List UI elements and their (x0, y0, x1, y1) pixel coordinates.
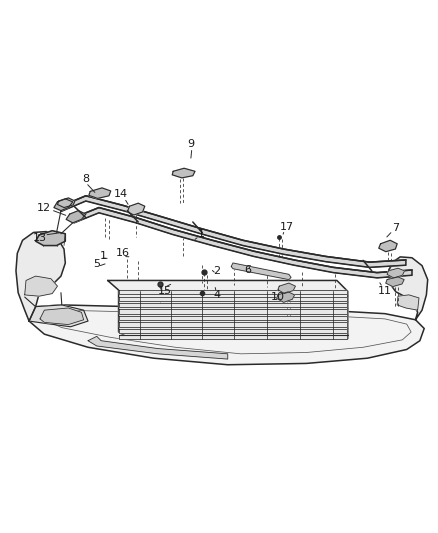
Polygon shape (29, 305, 424, 365)
Text: 10: 10 (271, 292, 285, 302)
Polygon shape (389, 257, 427, 320)
Polygon shape (119, 335, 347, 340)
Polygon shape (16, 231, 65, 321)
Text: 8: 8 (82, 174, 89, 184)
Polygon shape (119, 309, 347, 314)
Polygon shape (120, 290, 347, 294)
Polygon shape (66, 211, 86, 223)
Polygon shape (89, 188, 111, 198)
Text: 1: 1 (198, 229, 205, 239)
Text: 15: 15 (157, 286, 171, 295)
Text: 4: 4 (213, 290, 220, 300)
Polygon shape (277, 292, 294, 302)
Text: 2: 2 (213, 266, 220, 276)
Text: 13: 13 (33, 233, 47, 243)
Polygon shape (119, 329, 347, 333)
Polygon shape (88, 336, 228, 359)
Polygon shape (57, 198, 75, 207)
Polygon shape (108, 280, 348, 338)
Text: 12: 12 (37, 203, 51, 213)
Text: 11: 11 (378, 286, 392, 295)
Text: 5: 5 (93, 260, 100, 269)
Polygon shape (35, 231, 65, 246)
Polygon shape (172, 168, 195, 178)
Polygon shape (25, 276, 57, 296)
Polygon shape (40, 308, 84, 325)
Text: 16: 16 (116, 248, 130, 259)
Polygon shape (29, 305, 88, 327)
Polygon shape (379, 240, 397, 252)
Polygon shape (278, 283, 295, 294)
Text: 14: 14 (114, 189, 128, 199)
Polygon shape (119, 296, 347, 301)
Polygon shape (387, 268, 405, 278)
Polygon shape (127, 203, 145, 215)
Text: 9: 9 (187, 139, 194, 149)
Polygon shape (231, 263, 291, 280)
Polygon shape (119, 316, 347, 320)
Polygon shape (397, 295, 419, 310)
Polygon shape (61, 196, 406, 268)
Polygon shape (386, 277, 404, 287)
Text: 1: 1 (100, 251, 107, 261)
Text: 7: 7 (392, 223, 399, 233)
Text: 6: 6 (244, 265, 251, 275)
Polygon shape (119, 322, 347, 327)
Polygon shape (119, 303, 347, 308)
Polygon shape (74, 207, 412, 278)
Polygon shape (54, 199, 73, 211)
Text: 17: 17 (279, 222, 294, 232)
